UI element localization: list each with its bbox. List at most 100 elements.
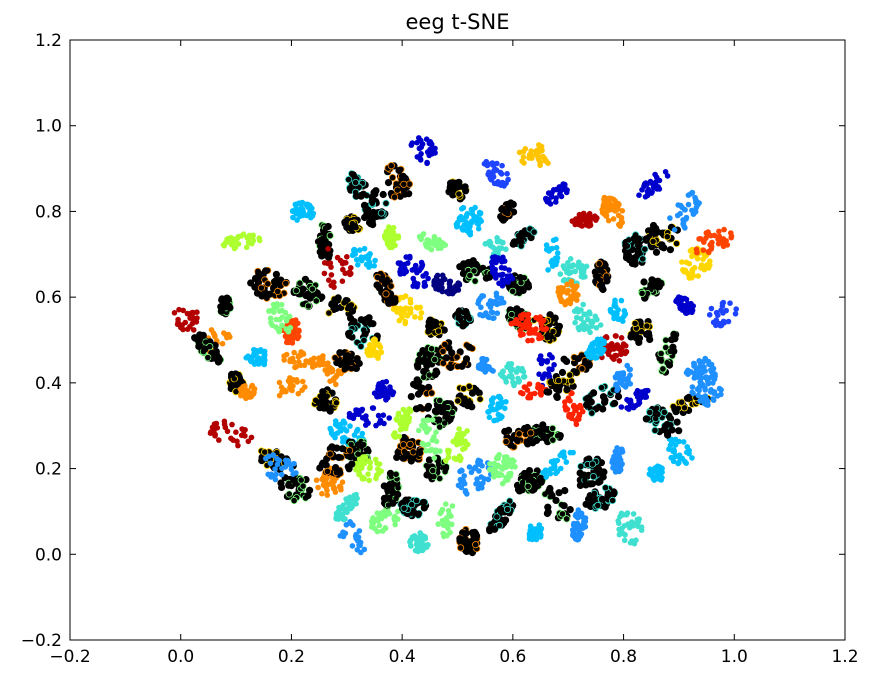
- data-point: [621, 523, 628, 529]
- data-point: [687, 248, 694, 254]
- data-point: [710, 380, 716, 386]
- data-point: [651, 426, 659, 434]
- data-point: [522, 312, 529, 318]
- data-point: [685, 309, 692, 316]
- data-point: [467, 229, 474, 235]
- data-point: [615, 468, 621, 475]
- y-tick-label: 0.0: [35, 545, 62, 565]
- data-point: [285, 328, 292, 335]
- data-point: [517, 327, 523, 334]
- data-point: [589, 472, 598, 481]
- data-point: [382, 525, 389, 531]
- data-point: [537, 474, 545, 482]
- data-point: [370, 337, 377, 343]
- data-point: [402, 496, 410, 504]
- data-point: [503, 246, 509, 252]
- data-point: [304, 302, 312, 310]
- data-point: [553, 393, 561, 401]
- data-point: [530, 228, 538, 236]
- data-point: [399, 414, 406, 421]
- data-point: [261, 361, 268, 368]
- data-point: [256, 235, 263, 241]
- data-point: [499, 162, 505, 169]
- data-point: [309, 205, 315, 211]
- data-point: [689, 207, 695, 214]
- data-point: [646, 335, 654, 344]
- data-point: [283, 351, 290, 358]
- data-point: [715, 312, 721, 319]
- data-point: [363, 417, 370, 424]
- data-point: [449, 503, 456, 509]
- data-point: [494, 256, 501, 263]
- data-point: [600, 398, 609, 406]
- cluster: [243, 346, 268, 368]
- data-point: [326, 407, 334, 415]
- cluster: [346, 405, 393, 429]
- data-point: [349, 543, 356, 549]
- data-point: [702, 393, 709, 399]
- data-point: [683, 259, 690, 266]
- data-point: [657, 349, 665, 358]
- data-point: [327, 260, 334, 266]
- data-point: [703, 235, 709, 241]
- data-point: [651, 477, 658, 483]
- data-point: [671, 227, 678, 233]
- data-point: [683, 296, 690, 303]
- cluster: [485, 393, 509, 424]
- data-point: [385, 494, 393, 502]
- data-point: [695, 273, 701, 279]
- data-point: [506, 267, 512, 273]
- data-point: [663, 420, 671, 429]
- data-point: [370, 405, 377, 411]
- data-point: [464, 539, 472, 547]
- data-point: [357, 456, 364, 463]
- cluster: [706, 299, 739, 329]
- data-point: [465, 343, 473, 351]
- data-point: [275, 327, 282, 333]
- data-point: [428, 141, 435, 147]
- data-point: [308, 358, 315, 365]
- data-point: [402, 293, 409, 299]
- data-point: [586, 347, 593, 353]
- data-point: [382, 199, 390, 207]
- data-point: [628, 259, 637, 268]
- data-point: [429, 466, 437, 475]
- data-point: [266, 308, 272, 314]
- data-point: [423, 404, 432, 412]
- y-tick-label: 0.8: [35, 202, 62, 222]
- data-point: [458, 455, 464, 462]
- data-point: [404, 313, 411, 319]
- data-point: [494, 300, 501, 307]
- data-point: [402, 452, 410, 460]
- data-point: [422, 442, 428, 448]
- data-point: [588, 409, 596, 417]
- data-point: [616, 520, 622, 527]
- data-point: [358, 408, 365, 414]
- data-point: [366, 477, 373, 484]
- data-point: [578, 471, 587, 479]
- data-point: [522, 384, 529, 391]
- data-point: [528, 148, 534, 154]
- data-point: [626, 366, 633, 373]
- cluster: [435, 501, 456, 540]
- cluster: [475, 356, 496, 375]
- data-point: [610, 216, 617, 222]
- data-point: [487, 461, 493, 467]
- data-point: [296, 328, 302, 335]
- data-point: [439, 347, 447, 355]
- data-point: [569, 296, 575, 303]
- data-point: [546, 332, 554, 340]
- data-point: [630, 511, 637, 517]
- data-point: [435, 521, 442, 527]
- data-point: [412, 314, 418, 320]
- data-point: [564, 281, 570, 288]
- data-point: [614, 203, 621, 209]
- data-point: [345, 499, 352, 506]
- data-point: [292, 201, 299, 208]
- data-point: [436, 286, 442, 293]
- data-point: [513, 316, 520, 323]
- data-point: [204, 353, 212, 362]
- data-point: [509, 287, 517, 295]
- data-point: [498, 264, 505, 271]
- data-point: [228, 435, 234, 442]
